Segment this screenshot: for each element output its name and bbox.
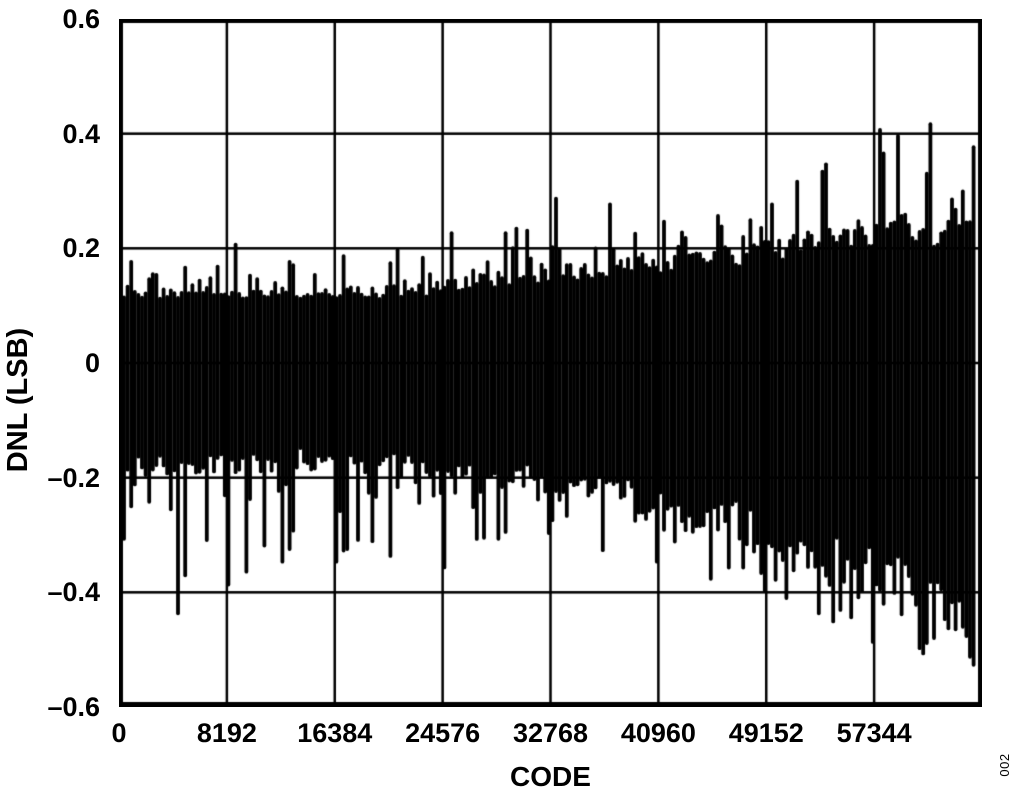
plot-area-canvas — [119, 19, 982, 707]
y-tick-label-0: 0.6 — [62, 4, 100, 34]
x-tick-label-6: 49152 — [728, 718, 804, 748]
x-tick-label-2: 16384 — [297, 718, 373, 748]
x-tick-label-0: 0 — [111, 718, 127, 748]
x-axis-title: CODE — [510, 761, 591, 792]
y-tick-label-3: 0 — [84, 348, 100, 378]
y-tick-label-4: –0.2 — [47, 462, 100, 493]
x-tick-label-1: 8192 — [196, 718, 257, 748]
y-axis-title: DNL (LSB) — [2, 327, 34, 473]
y-tick-label-5: –0.4 — [47, 577, 100, 608]
x-tick-label-7: 57344 — [836, 718, 912, 748]
y-tick-label-6: –0.6 — [47, 692, 100, 722]
figure-number-label: 002 — [997, 753, 1012, 777]
y-tick-label-2: 0.2 — [62, 233, 100, 264]
x-tick-label-5: 40960 — [620, 718, 696, 748]
x-tick-label-3: 24576 — [405, 718, 481, 748]
y-tick-label-1: 0.4 — [62, 118, 100, 149]
x-tick-label-4: 32768 — [512, 718, 589, 748]
